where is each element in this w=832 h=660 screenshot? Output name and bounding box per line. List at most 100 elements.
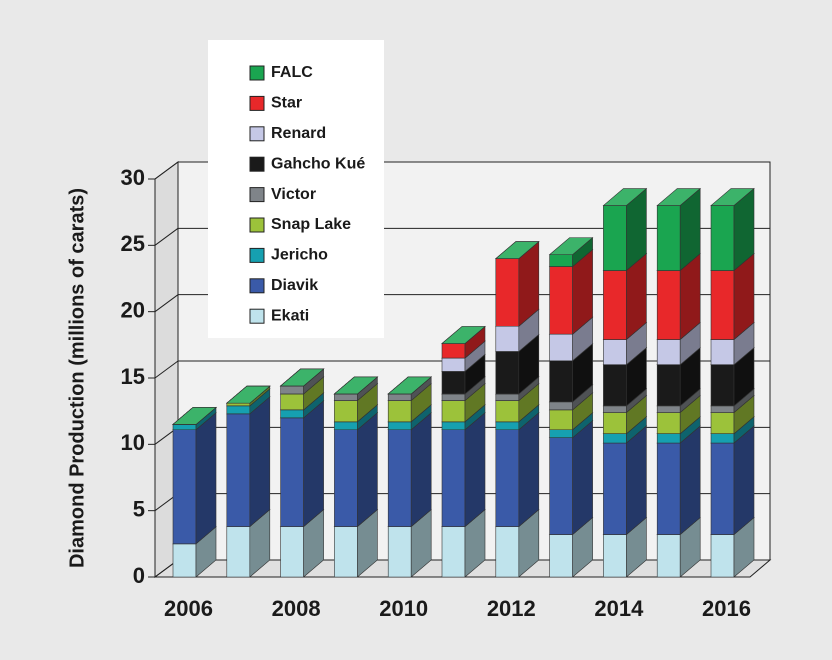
x-tick-label: 2008 xyxy=(272,596,321,621)
bar-front xyxy=(441,343,466,359)
bar-front xyxy=(334,400,358,423)
y-tick-label: 10 xyxy=(121,430,145,455)
legend-swatch xyxy=(249,187,265,203)
bar-front xyxy=(387,393,412,401)
bar-side xyxy=(410,412,432,528)
bar-top xyxy=(333,376,379,395)
y-tick-label: 5 xyxy=(133,496,145,521)
bar-front xyxy=(603,270,627,340)
y-axis-label: Diamond Production (millions of carats) xyxy=(66,188,88,568)
bar-front xyxy=(334,393,358,401)
legend-swatch xyxy=(249,247,265,263)
x-tick-label: 2014 xyxy=(594,596,644,621)
bar-segment xyxy=(279,400,325,528)
legend-label: Diavik xyxy=(271,277,318,294)
grid-line xyxy=(154,161,179,180)
bar-front xyxy=(710,412,735,435)
legend-label: FALC xyxy=(271,64,313,81)
legend-label: Gahcho Kué xyxy=(271,155,365,172)
bar-segment xyxy=(548,236,594,268)
bar-top xyxy=(548,237,594,255)
bar-front xyxy=(710,205,735,271)
bar-front xyxy=(495,400,520,423)
x-tick-label: 2012 xyxy=(487,596,536,621)
bar-front xyxy=(441,357,466,372)
bar-side xyxy=(518,412,540,528)
bar-front xyxy=(603,364,627,407)
y-tick-label: 25 xyxy=(121,231,145,256)
bar-front xyxy=(226,413,251,527)
bar-front xyxy=(495,393,520,401)
bar-front xyxy=(549,429,573,439)
bar-segment xyxy=(441,412,486,528)
bar-front xyxy=(549,266,573,335)
bar-front xyxy=(495,526,520,578)
bar-side xyxy=(626,425,647,536)
legend-swatch xyxy=(249,308,265,324)
bar-front xyxy=(710,364,735,407)
bar-segment xyxy=(279,368,325,387)
legend-swatch xyxy=(249,217,265,233)
bar-top xyxy=(602,188,648,206)
bar-front xyxy=(441,393,466,401)
bar-front xyxy=(334,429,358,527)
bar-front xyxy=(495,421,520,431)
bar-front xyxy=(603,205,627,271)
bar-front xyxy=(603,339,627,366)
bar-front xyxy=(441,526,466,578)
bar-side xyxy=(357,412,378,528)
legend-label: Victor xyxy=(271,186,316,203)
bar-front xyxy=(549,254,573,267)
bar-front xyxy=(387,421,412,431)
bar-front xyxy=(280,393,304,411)
x-tick-label: 2010 xyxy=(379,596,428,621)
legend-swatch xyxy=(249,278,265,294)
bar-front xyxy=(603,405,627,413)
bar-segment xyxy=(656,187,702,272)
bar-front xyxy=(334,421,358,431)
bar-front xyxy=(495,351,520,395)
bar-front xyxy=(549,401,573,411)
bar-front xyxy=(710,270,735,340)
bar-front xyxy=(656,270,681,340)
bar-front xyxy=(656,534,681,578)
bar-top xyxy=(710,188,755,206)
bar-front xyxy=(603,412,627,435)
bar-front xyxy=(441,429,466,527)
bar-front xyxy=(656,339,681,366)
bar-front xyxy=(495,429,520,527)
bar-top xyxy=(387,376,433,395)
bar-segment xyxy=(225,396,271,528)
bar-front xyxy=(656,433,681,444)
bar-front xyxy=(603,442,627,535)
bar-front xyxy=(656,442,681,535)
bar-segment xyxy=(172,407,217,425)
bar-front xyxy=(549,360,573,403)
bar-front xyxy=(226,405,251,415)
bar-front xyxy=(441,400,466,423)
y-tick-label: 0 xyxy=(133,563,145,588)
bar-front xyxy=(549,409,573,431)
bar-side xyxy=(249,396,271,528)
bar-front xyxy=(280,385,304,395)
bar-front xyxy=(387,429,412,527)
bar-front xyxy=(387,526,412,578)
bar-front xyxy=(710,433,735,444)
bar-front xyxy=(172,429,197,545)
bar-segment xyxy=(333,376,379,395)
bar-side xyxy=(464,412,486,528)
bar-front xyxy=(710,442,735,535)
bar-front xyxy=(280,417,304,527)
bar-segment xyxy=(441,326,486,344)
bar-front xyxy=(710,339,735,366)
bar-front xyxy=(549,437,573,535)
x-tick-label: 2016 xyxy=(702,596,751,621)
bar-front xyxy=(603,534,627,578)
bar-front xyxy=(387,400,412,423)
bar-side xyxy=(572,420,593,536)
bar-segment xyxy=(225,385,271,404)
legend-label: Star xyxy=(271,95,302,112)
bar-front xyxy=(172,424,197,431)
bar-front xyxy=(549,534,573,578)
